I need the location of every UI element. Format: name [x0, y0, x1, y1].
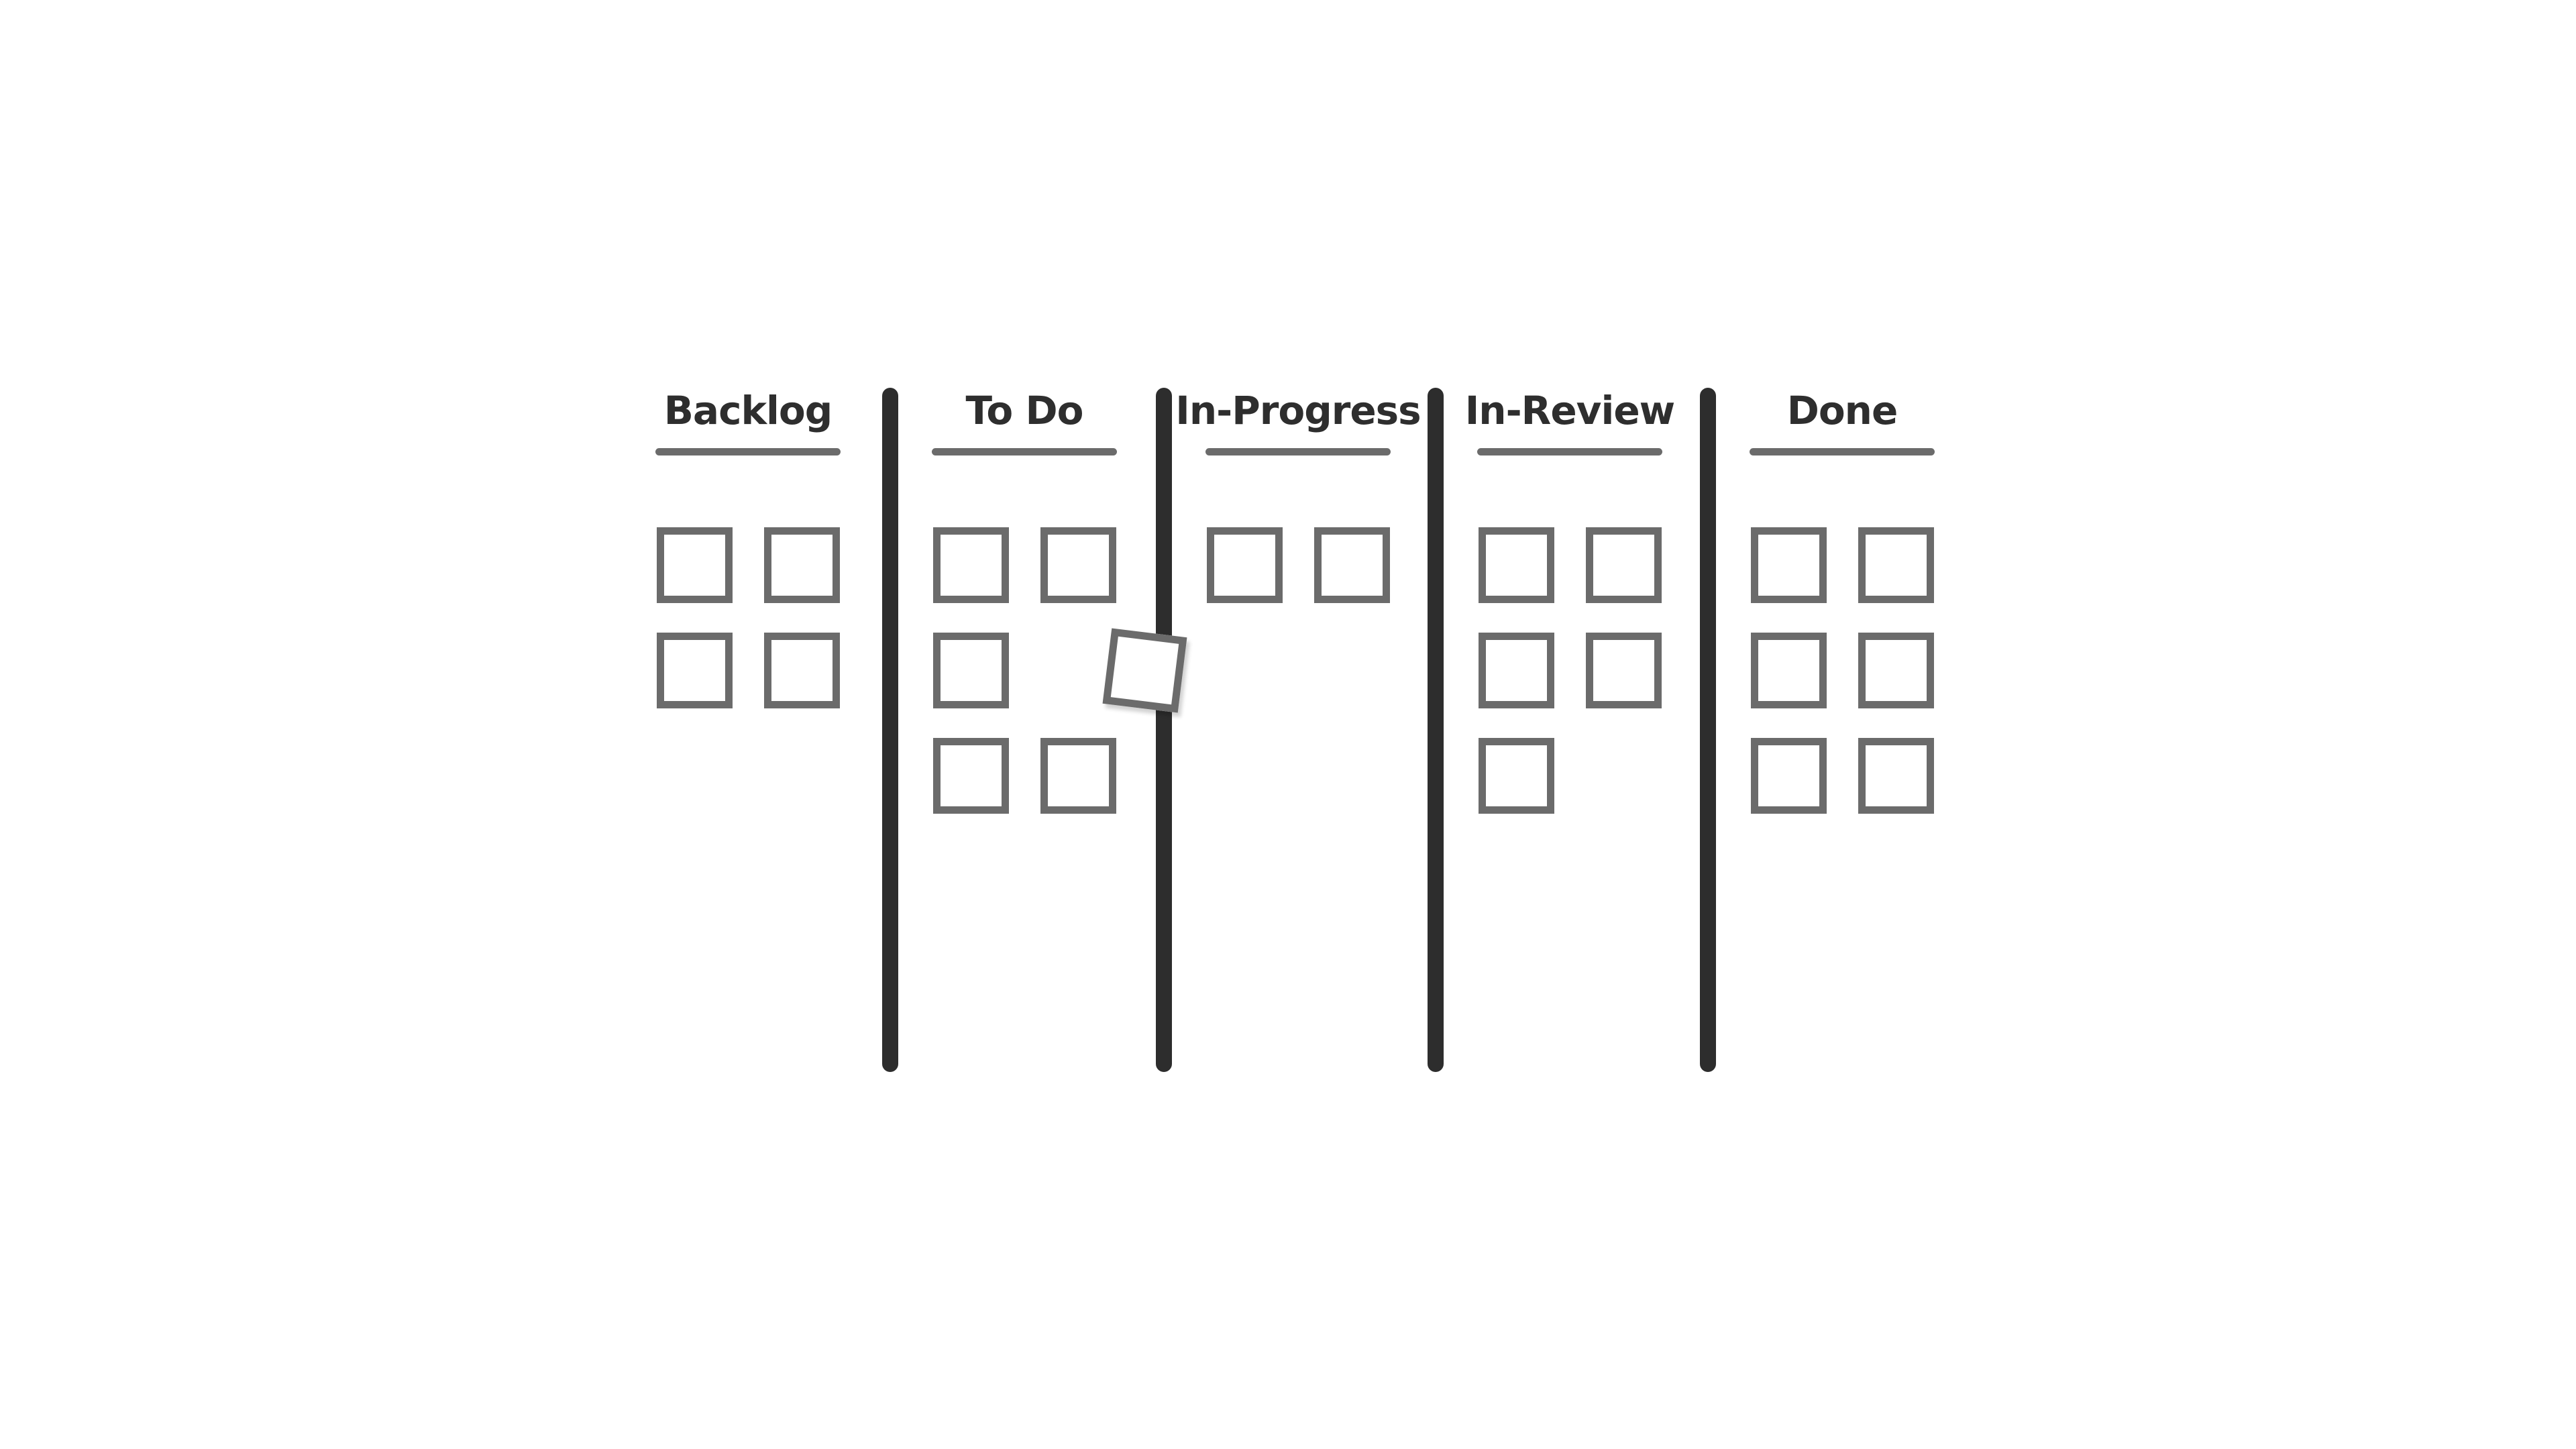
column-underline-todo: [932, 448, 1117, 455]
card-todo[interactable]: [933, 738, 1009, 814]
card-in-progress[interactable]: [1207, 527, 1283, 603]
column-underline-done: [1750, 448, 1935, 455]
card-in-progress[interactable]: [1314, 527, 1390, 603]
column-underline-backlog: [655, 448, 841, 455]
column-title-backlog: Backlog: [663, 388, 833, 433]
card-in-review[interactable]: [1479, 527, 1554, 603]
card-in-review[interactable]: [1479, 633, 1554, 708]
card-backlog[interactable]: [764, 633, 840, 708]
column-title-todo: To Do: [965, 388, 1084, 433]
card-done[interactable]: [1858, 633, 1934, 708]
card-done[interactable]: [1751, 633, 1827, 708]
card-done[interactable]: [1858, 738, 1934, 814]
card-todo[interactable]: [1040, 738, 1116, 814]
card-done[interactable]: [1858, 527, 1934, 603]
column-divider: [1156, 388, 1172, 1072]
column-underline-in-progress: [1205, 448, 1391, 455]
card-backlog[interactable]: [657, 527, 733, 603]
card-done[interactable]: [1751, 738, 1827, 814]
column-divider: [882, 388, 898, 1072]
card-in-review[interactable]: [1586, 527, 1662, 603]
card-todo[interactable]: [933, 633, 1009, 708]
card-backlog[interactable]: [764, 527, 840, 603]
column-underline-in-review: [1477, 448, 1662, 455]
card-done[interactable]: [1751, 527, 1827, 603]
column-divider: [1428, 388, 1444, 1072]
card-todo[interactable]: [1040, 527, 1116, 603]
card-todo[interactable]: [933, 527, 1009, 603]
card-backlog[interactable]: [657, 633, 733, 708]
dragged-card[interactable]: [1102, 628, 1187, 713]
column-title-in-progress: In-Progress: [1175, 388, 1421, 433]
card-in-review[interactable]: [1586, 633, 1662, 708]
card-in-review[interactable]: [1479, 738, 1554, 814]
column-title-in-review: In-Review: [1464, 388, 1676, 433]
column-divider: [1700, 388, 1716, 1072]
column-title-done: Done: [1786, 388, 1898, 433]
